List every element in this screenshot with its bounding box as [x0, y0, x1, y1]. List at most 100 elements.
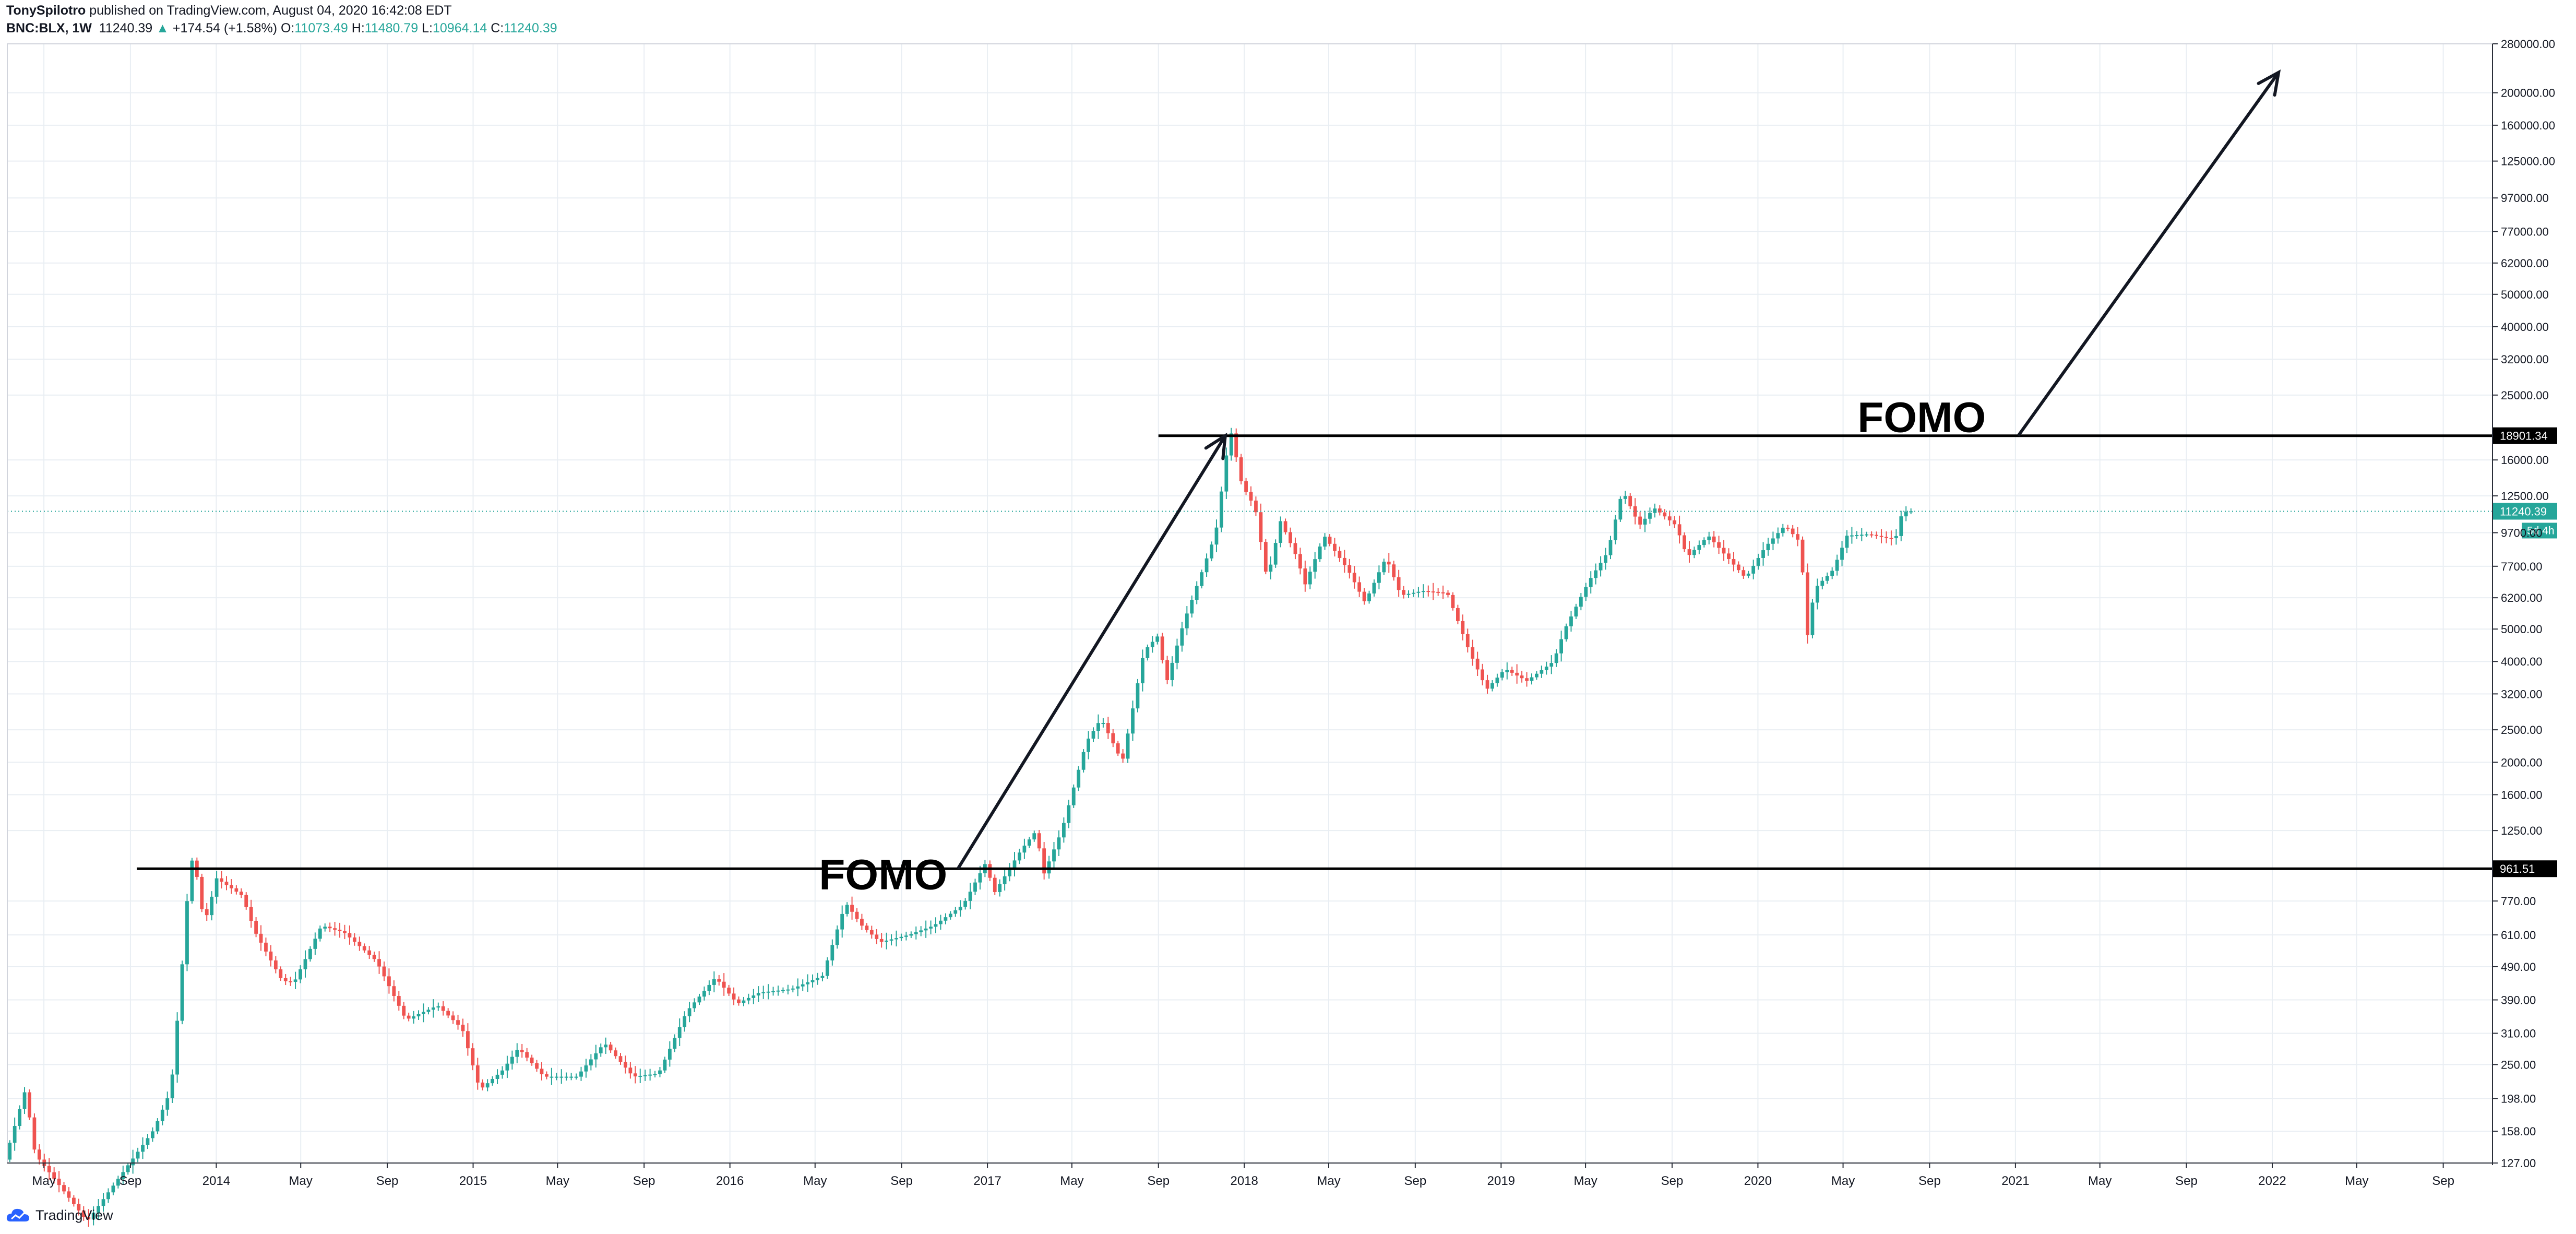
- candle-down: [481, 1082, 485, 1088]
- candle-down: [451, 1015, 455, 1021]
- plot-frame: [7, 43, 2493, 1164]
- symbol-label[interactable]: BNC:BLX, 1W: [6, 21, 92, 35]
- candle-down: [1712, 536, 1716, 542]
- y-tick-label: 160000.00: [2501, 119, 2555, 132]
- candle-up: [939, 920, 943, 924]
- candle-down: [224, 882, 229, 885]
- candle-up: [677, 1027, 682, 1038]
- candle-up: [1584, 587, 1588, 597]
- candle-up: [1589, 578, 1593, 587]
- candle-up: [1273, 543, 1278, 565]
- candle-up: [1756, 557, 1760, 566]
- candle-down: [737, 999, 741, 1003]
- candle-up: [1146, 647, 1150, 658]
- candle-down: [628, 1067, 633, 1074]
- candle-down: [869, 930, 874, 935]
- candle-down: [57, 1178, 61, 1185]
- candle-up: [1219, 491, 1223, 528]
- candle-up: [1746, 573, 1750, 576]
- candle-down: [1885, 537, 1888, 538]
- candle-down: [1525, 678, 1529, 681]
- candle-up: [825, 960, 829, 976]
- candle-down: [362, 946, 366, 951]
- candle-up: [116, 1179, 120, 1186]
- candle-up: [1091, 731, 1095, 739]
- candle-up: [806, 982, 810, 984]
- candle-down: [1451, 595, 1455, 608]
- candle-up: [1406, 594, 1411, 595]
- candle-up: [643, 1075, 647, 1076]
- candle-up: [550, 1076, 554, 1078]
- candle-up: [948, 913, 952, 918]
- candle-down: [1298, 554, 1302, 569]
- candle-down: [273, 960, 278, 969]
- candle-down: [993, 877, 997, 892]
- candle-down: [456, 1020, 460, 1025]
- candle-up: [973, 882, 977, 892]
- candle-down: [392, 986, 396, 996]
- candle-up: [663, 1059, 667, 1071]
- y-tick-label: 12500.00: [2501, 490, 2549, 503]
- candle-up: [422, 1012, 425, 1014]
- candle-down: [609, 1045, 613, 1051]
- candle-up: [899, 936, 903, 939]
- candle-up: [693, 1002, 696, 1008]
- x-tick-label: 2020: [1744, 1174, 1772, 1188]
- countdown-tag-text: 5d 4h: [2527, 525, 2555, 537]
- candle-down: [1357, 582, 1362, 592]
- candle-up: [1170, 662, 1174, 681]
- candle-up: [491, 1079, 495, 1084]
- candle-up: [1057, 837, 1061, 850]
- candle-down: [471, 1048, 475, 1066]
- candle-down: [1121, 753, 1125, 759]
- high-value: 11480.79: [364, 21, 419, 35]
- candle-down: [1283, 521, 1287, 532]
- candle-up: [796, 986, 800, 989]
- candle-down: [1254, 500, 1258, 513]
- candle-up: [1052, 849, 1056, 862]
- candle-down: [328, 927, 332, 929]
- candle-up: [604, 1045, 608, 1048]
- candle-down: [1742, 570, 1746, 576]
- candle-up: [1751, 565, 1756, 574]
- candle-down: [1638, 516, 1642, 525]
- candle-up: [1012, 860, 1017, 869]
- candle-down: [407, 1015, 411, 1019]
- x-tick-label: 2019: [1487, 1174, 1515, 1188]
- candle-up: [1126, 733, 1130, 759]
- candle-up: [431, 1007, 435, 1010]
- candle-up: [569, 1076, 574, 1078]
- candle-up: [426, 1010, 431, 1012]
- candle-down: [1293, 543, 1297, 554]
- candle-down: [239, 892, 243, 895]
- candle-up: [589, 1059, 593, 1066]
- candle-up: [1830, 571, 1834, 576]
- candle-up: [1850, 535, 1854, 537]
- hline-price-tag: [2492, 860, 2557, 877]
- candle-up: [1618, 499, 1623, 520]
- candle-up: [1865, 534, 1869, 536]
- candle-down: [372, 954, 376, 959]
- publish-text: published on TradingView.com, August 04,…: [89, 3, 452, 18]
- x-tick-label: Sep: [2432, 1174, 2454, 1188]
- candle-down: [461, 1025, 465, 1031]
- y-tick-label: 1250.00: [2501, 824, 2543, 837]
- candle-down: [614, 1050, 617, 1057]
- candle-up: [1859, 535, 1864, 536]
- candle-down: [1510, 670, 1514, 673]
- candle-down: [382, 966, 386, 977]
- candle-down: [1657, 508, 1662, 513]
- candle-up: [1131, 708, 1135, 734]
- candle-up: [742, 1000, 746, 1003]
- last-price: 11240.39: [99, 21, 153, 35]
- x-tick-label: Sep: [633, 1174, 655, 1188]
- candle-down: [259, 933, 263, 943]
- y-tick-label: 32000.00: [2501, 353, 2549, 366]
- tradingview-logo[interactable]: TradingView: [5, 1206, 113, 1225]
- candle-up: [944, 917, 948, 921]
- candle-down: [279, 969, 283, 978]
- candle-down: [1806, 572, 1809, 635]
- candle-up: [1608, 540, 1613, 555]
- y-tick-label: 127.00: [2501, 1157, 2536, 1170]
